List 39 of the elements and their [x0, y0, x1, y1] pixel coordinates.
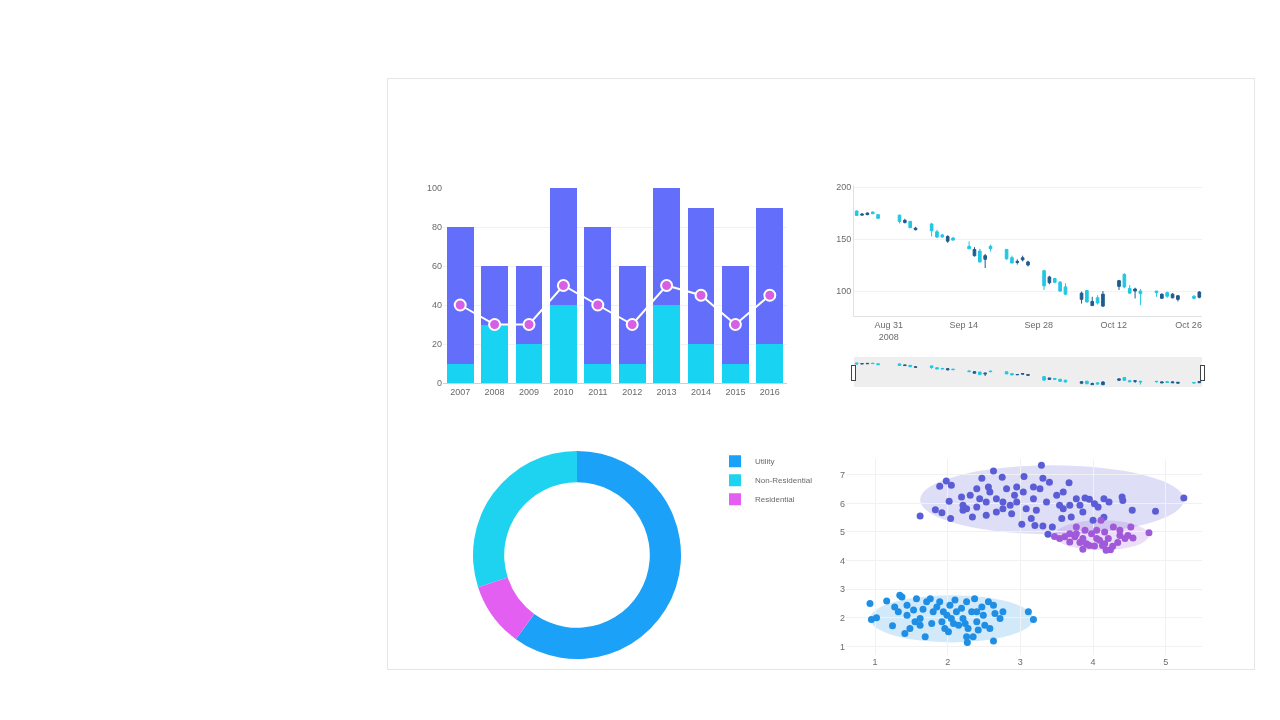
- x-tick-label: 2: [945, 657, 951, 667]
- x-tick-label: Oct 12: [1100, 319, 1127, 330]
- y-tick-label: 40: [431, 300, 442, 311]
- x-tick-label: Sep 28: [1024, 319, 1053, 330]
- x-tick-label: 2011: [588, 386, 608, 397]
- y-tick-label: 7: [839, 469, 845, 480]
- y-tick-label: 150: [836, 234, 852, 245]
- y-tick-label: 200: [836, 182, 852, 193]
- y-tick-label: 0: [436, 378, 442, 389]
- legend-label: Non-Residential: [755, 476, 813, 486]
- y-tick-label: 2: [839, 612, 845, 623]
- x-tick-label: Oct 26: [1175, 319, 1202, 330]
- x-tick-label: 2008: [484, 386, 505, 397]
- y-tick-label: 100: [426, 183, 442, 194]
- x-tick-label: 2007: [450, 386, 471, 397]
- y-tick-label: 80: [431, 222, 442, 233]
- x-tick-label: 3: [1017, 657, 1023, 667]
- x-tick-label: Sep 14: [949, 319, 979, 330]
- y-tick-label: 1: [839, 641, 845, 652]
- x-tick-label: 2010: [553, 386, 574, 397]
- y-tick-label: 20: [431, 339, 442, 350]
- x-tick-label: 5: [1163, 657, 1169, 667]
- x-tick-label: 2015: [725, 386, 746, 397]
- y-tick-label: 6: [839, 498, 845, 509]
- x-tick-label: 2009: [518, 386, 540, 397]
- legend-label: Utility: [755, 457, 775, 467]
- y-tick-label: 100: [836, 286, 852, 297]
- x-tick-label: 2012: [622, 386, 643, 397]
- y-tick-label: 60: [431, 261, 442, 272]
- x-tick-label: 4: [1090, 657, 1096, 667]
- x-tick-label: 2014: [690, 386, 712, 397]
- y-tick-label: 4: [839, 555, 845, 566]
- x-tick-label: 1: [872, 657, 878, 667]
- x-tick-label: 2013: [656, 386, 677, 397]
- x-tick-label: 2016: [759, 386, 780, 397]
- x-tick-label: Aug 31 2008: [874, 319, 904, 342]
- y-tick-label: 3: [839, 584, 845, 595]
- y-tick-label: 5: [839, 527, 845, 538]
- legend-label: Residential: [755, 495, 795, 505]
